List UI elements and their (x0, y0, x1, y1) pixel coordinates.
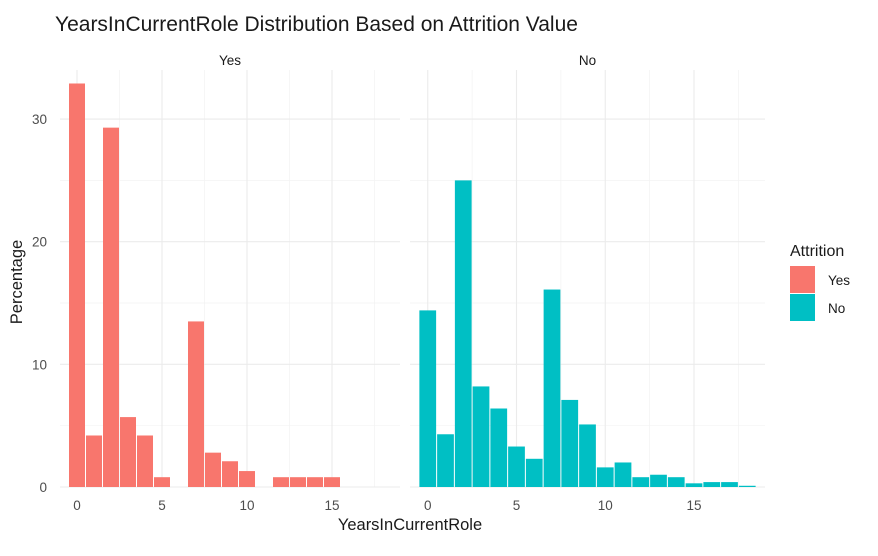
x-tick-label: 10 (239, 498, 254, 513)
x-tick-label: 0 (73, 498, 81, 513)
x-tick-label: 15 (324, 498, 339, 513)
bar-no-17 (721, 482, 738, 487)
chart-title: YearsInCurrentRole Distribution Based on… (55, 13, 578, 36)
bar-no-18 (738, 485, 756, 487)
x-tick-label: 5 (158, 498, 166, 513)
bar-no-13 (650, 474, 667, 487)
facet-panel-no: No 0 5 10 15 (410, 53, 765, 513)
facet-panel-yes: Yes 0 5 10 15 0 10 20 30 (32, 53, 400, 513)
bar-yes-4 (137, 435, 153, 487)
bar-no-5 (508, 446, 525, 487)
bar-no-15 (685, 483, 703, 487)
legend-swatch-no (790, 294, 815, 321)
legend: Attrition Yes No (790, 243, 850, 321)
legend-label-yes: Yes (828, 273, 850, 288)
y-axis-title: Percentage (8, 240, 26, 324)
bar-yes-15 (324, 477, 340, 487)
bar-no-6 (525, 458, 543, 487)
bar-no-1 (437, 434, 454, 487)
bar-no-0 (419, 310, 437, 487)
legend-title: Attrition (790, 243, 844, 260)
bar-no-4 (490, 408, 508, 487)
bar-no-14 (667, 477, 685, 487)
bar-no-10 (596, 467, 614, 487)
y-tick-label: 0 (39, 480, 47, 495)
legend-swatch-yes (790, 266, 815, 293)
bar-no-7 (543, 289, 561, 487)
y-tick-label: 10 (32, 357, 47, 372)
legend-label-no: No (828, 301, 845, 316)
y-tick-label: 30 (32, 112, 47, 127)
bar-no-3 (472, 386, 490, 487)
x-tick-label: 10 (598, 498, 613, 513)
bar-yes-14 (307, 477, 323, 487)
bar-no-9 (579, 424, 596, 487)
bar-yes-10 (239, 471, 255, 487)
bar-yes-7 (188, 321, 204, 487)
bar-yes-0 (69, 83, 85, 487)
x-axis-title: YearsInCurrentRole (338, 516, 482, 534)
bar-no-16 (703, 482, 721, 487)
bar-yes-8 (205, 452, 221, 487)
facet-label: No (579, 53, 596, 68)
y-tick-label: 20 (32, 235, 47, 250)
bar-yes-12 (273, 477, 289, 487)
bar-yes-9 (222, 461, 238, 487)
x-tick-label: 0 (424, 498, 432, 513)
bar-yes-5 (154, 477, 170, 487)
facet-label: Yes (219, 53, 241, 68)
x-tick-label: 15 (686, 498, 701, 513)
bar-no-12 (632, 477, 650, 487)
bar-no-2 (454, 180, 472, 487)
bar-no-11 (614, 462, 632, 487)
bar-yes-3 (120, 417, 136, 487)
facet-panels: Yes 0 5 10 15 0 10 20 30 No 0 5 10 15 (32, 53, 765, 513)
bar-yes-2 (103, 127, 119, 488)
x-tick-label: 5 (513, 498, 521, 513)
bar-no-8 (561, 399, 579, 487)
bar-yes-13 (290, 477, 306, 487)
bar-yes-1 (86, 435, 102, 487)
